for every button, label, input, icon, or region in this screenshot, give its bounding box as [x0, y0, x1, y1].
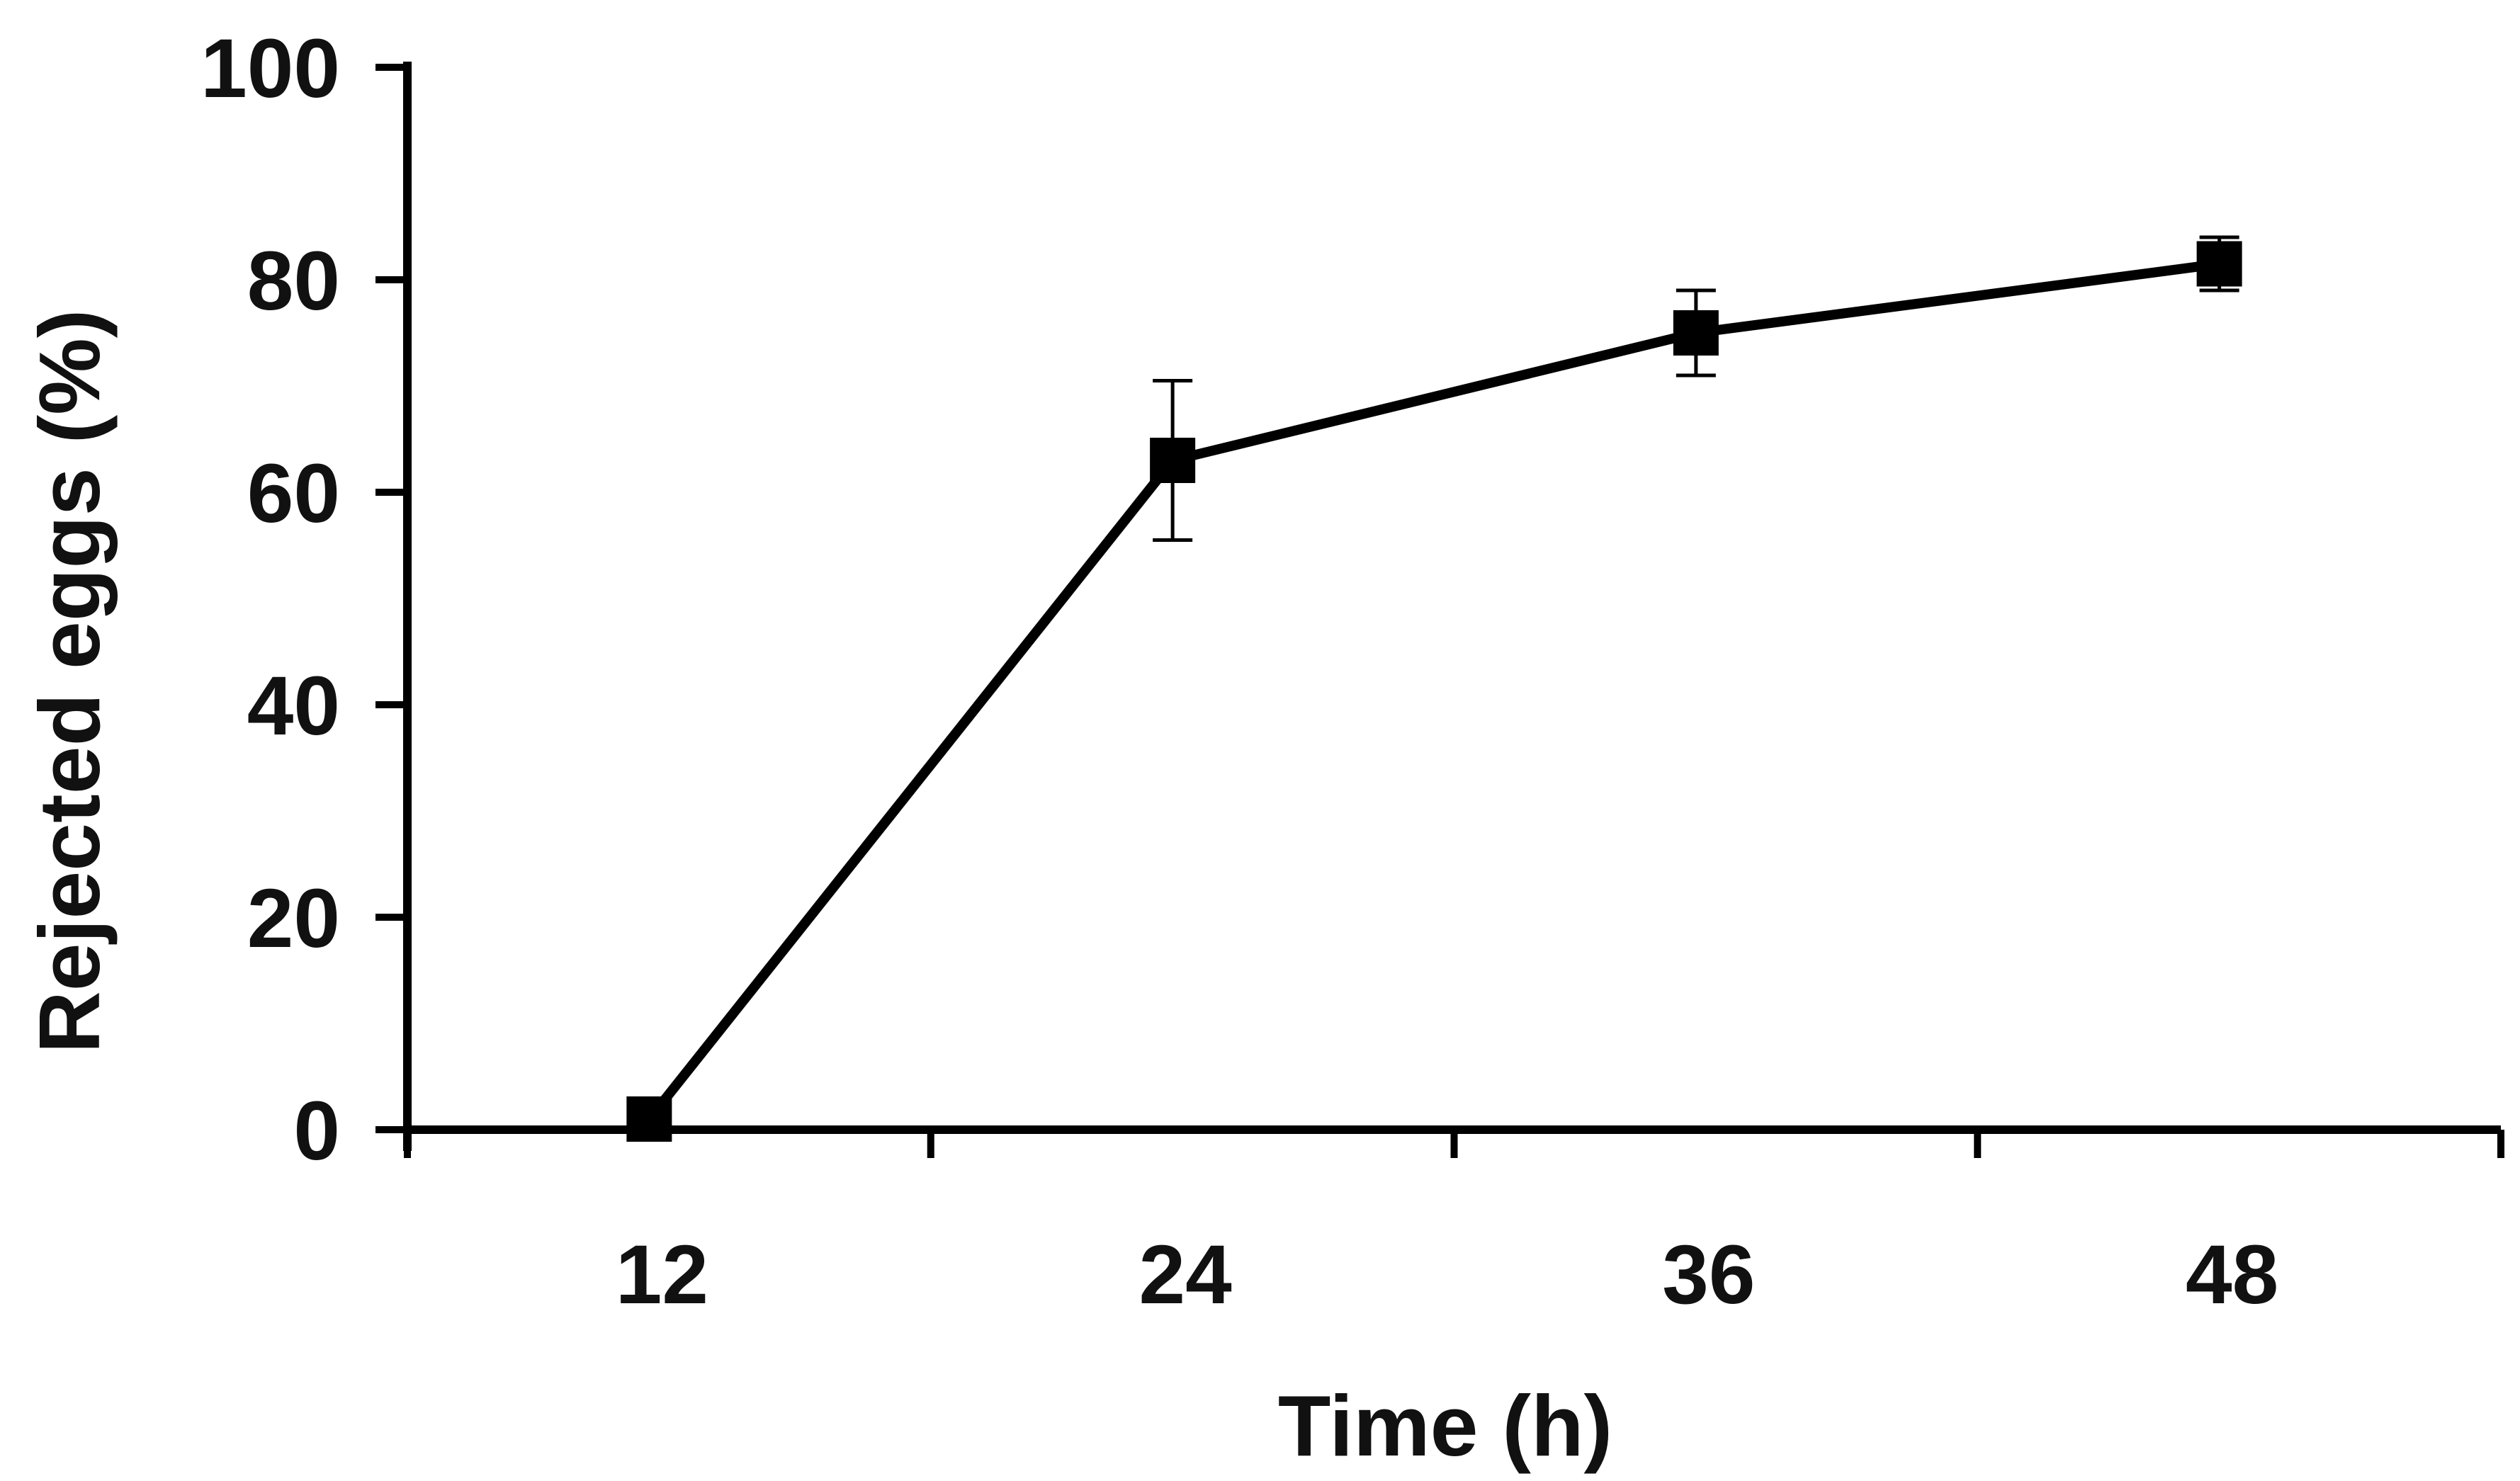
y-tick-label: 80 [247, 234, 340, 328]
x-tick-label: 24 [1138, 1228, 1231, 1322]
x-axis-title: Time (h) [1278, 1378, 1612, 1474]
y-tick-label: 0 [293, 1084, 340, 1178]
data-point [1150, 438, 1196, 483]
y-tick-label: 20 [247, 872, 340, 965]
y-tick-label: 40 [247, 659, 340, 753]
x-tick-label: 12 [616, 1228, 708, 1322]
series [626, 235, 2242, 1142]
y-tick-label: 60 [247, 447, 340, 540]
y-tick-label: 100 [200, 22, 340, 115]
ticks [375, 64, 2504, 1158]
tick-labels: 0 20 40 60 80 100 12 24 36 48 [200, 22, 2278, 1322]
x-tick-label: 36 [1662, 1228, 1755, 1322]
axes [403, 62, 2501, 1151]
y-axis-title: Rejected eggs (%) [21, 310, 118, 1054]
data-point [1673, 310, 1719, 356]
data-point [626, 1096, 672, 1142]
data-point [2196, 241, 2242, 287]
x-tick-label: 48 [2186, 1228, 2278, 1322]
series-line [645, 259, 2220, 1123]
